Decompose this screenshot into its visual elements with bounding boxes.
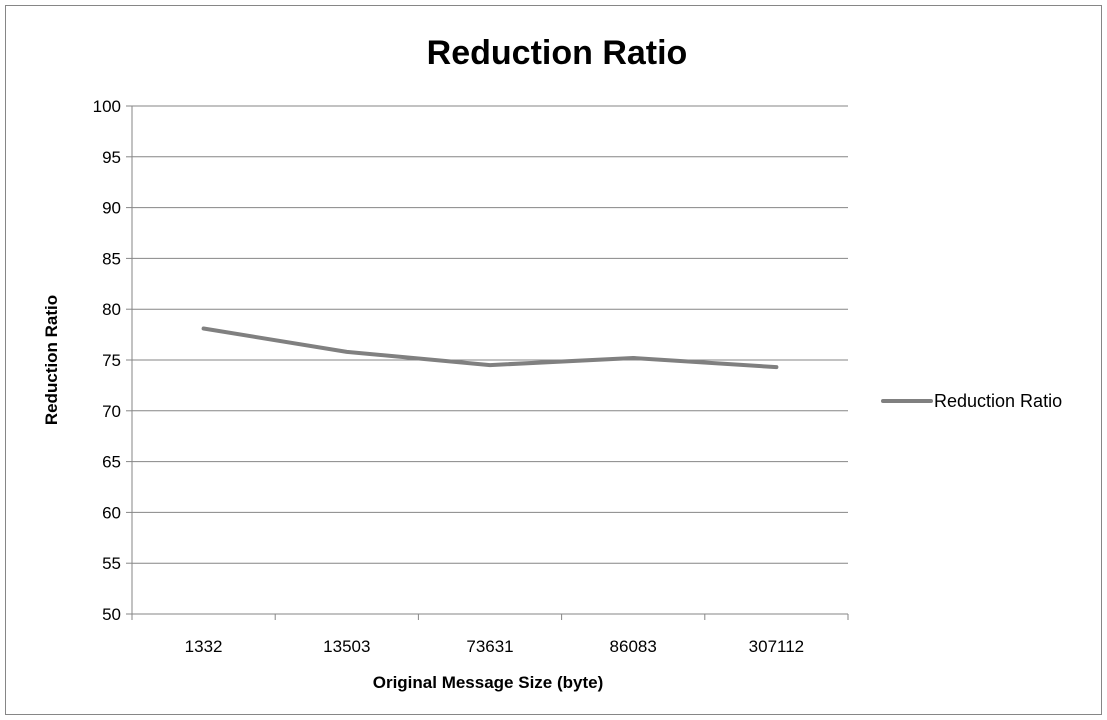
- series-line: [201, 326, 779, 370]
- y-tick-label: 65: [102, 453, 121, 472]
- x-tick-label: 307112: [749, 637, 804, 656]
- chart-title: Reduction Ratio: [427, 34, 688, 72]
- y-tick-label: 60: [102, 503, 121, 522]
- series-lines: [201, 326, 779, 370]
- y-axis-title: Reduction Ratio: [42, 295, 61, 425]
- y-tick-label: 90: [102, 199, 121, 218]
- x-axis-tick-labels: 1332 13503 73631 86083 307112: [185, 637, 804, 656]
- y-tick-label: 85: [102, 249, 121, 268]
- x-axis-title: Original Message Size (byte): [373, 673, 604, 692]
- x-tick-label: 86083: [610, 637, 657, 656]
- x-tick-label: 13503: [323, 637, 370, 656]
- y-tick-label: 70: [102, 402, 121, 421]
- y-tick-label: 100: [93, 97, 121, 116]
- y-tick-label: 80: [102, 300, 121, 319]
- legend: Reduction Ratio: [881, 391, 1062, 411]
- axes: [126, 105, 849, 620]
- y-tick-label: 95: [102, 148, 121, 167]
- gridlines: [132, 105, 848, 615]
- y-tick-label: 75: [102, 351, 121, 370]
- x-tick-label: 1332: [185, 637, 223, 656]
- x-tick-label: 73631: [466, 637, 513, 656]
- legend-label: Reduction Ratio: [934, 391, 1062, 411]
- y-axis-tick-labels: 50 55 60 65 70 75 80 85 90 95 100: [93, 97, 121, 624]
- y-tick-label: 50: [102, 605, 121, 624]
- y-tick-label: 55: [102, 554, 121, 573]
